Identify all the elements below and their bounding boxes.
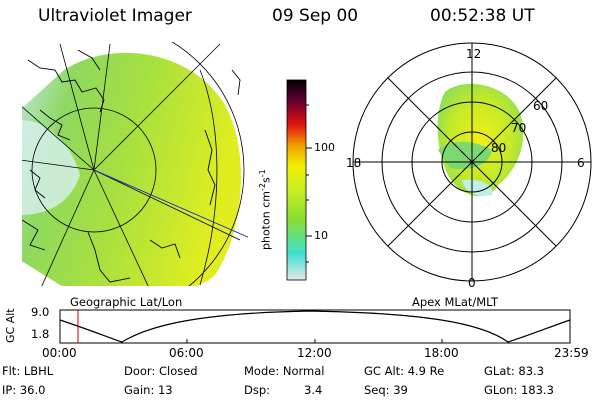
ip-info: IP: 36.0 bbox=[2, 383, 46, 397]
timeline-xtick-0000: 00:00 bbox=[42, 346, 77, 360]
altitude-timeline bbox=[59, 309, 571, 344]
earth-disk bbox=[22, 52, 242, 286]
timeline-ytick-low: 1.8 bbox=[31, 327, 50, 341]
seq-info: Seq: 39 bbox=[364, 383, 408, 397]
mlat-label-70: 70 bbox=[511, 121, 527, 135]
gain-info: Gain: 13 bbox=[124, 383, 173, 397]
colorbar bbox=[286, 79, 312, 281]
door-info: Door: Closed bbox=[124, 364, 198, 378]
mlat-label-60: 60 bbox=[533, 99, 549, 113]
coastline-outlines bbox=[22, 49, 241, 283]
glat-info: GLat: 83.3 bbox=[484, 364, 545, 378]
geographic-caption: Geographic Lat/Lon bbox=[70, 295, 183, 309]
timeline-y-label: GC Alt bbox=[4, 308, 17, 343]
glon-info: GLon: 183.3 bbox=[484, 383, 554, 397]
time-label: 00:52:38 UT bbox=[430, 6, 535, 26]
timeline-xtick-2359: 23:59 bbox=[554, 346, 589, 360]
mlt-label-12: 12 bbox=[466, 47, 482, 61]
date-label: 09 Sep 00 bbox=[272, 6, 359, 26]
mlat-label-80: 80 bbox=[491, 141, 507, 155]
instrument-title: Ultraviolet Imager bbox=[38, 6, 192, 26]
mlt-label-0: 0 bbox=[468, 276, 476, 290]
dsp-label: Dsp: bbox=[244, 383, 271, 397]
dsp-value: 3.4 bbox=[304, 383, 323, 397]
mlt-label-6: 6 bbox=[577, 156, 585, 170]
polar-mlt-panel bbox=[352, 42, 592, 282]
timeline-xtick-0600: 06:00 bbox=[169, 346, 204, 360]
gc-alt-info: GC Alt: 4.9 Re bbox=[364, 364, 445, 378]
timeline-xtick-1200: 12:00 bbox=[297, 346, 332, 360]
mlt-label-18: 18 bbox=[346, 156, 362, 170]
timeline-xtick-1800: 18:00 bbox=[424, 346, 459, 360]
colorbar-tick-100: 100 bbox=[314, 141, 335, 154]
terminator-line bbox=[93, 169, 248, 238]
timeline-ytick-high: 9.0 bbox=[31, 305, 50, 319]
latlon-grid bbox=[22, 42, 245, 286]
mode-info: Mode: Normal bbox=[244, 364, 325, 378]
apex-caption: Apex MLat/MLT bbox=[412, 295, 499, 309]
colorbar-unit-label: photon cm-2s-1 bbox=[258, 169, 273, 250]
filter-info: Flt: LBHL bbox=[2, 364, 54, 378]
colorbar-tick-10: 10 bbox=[314, 229, 328, 242]
